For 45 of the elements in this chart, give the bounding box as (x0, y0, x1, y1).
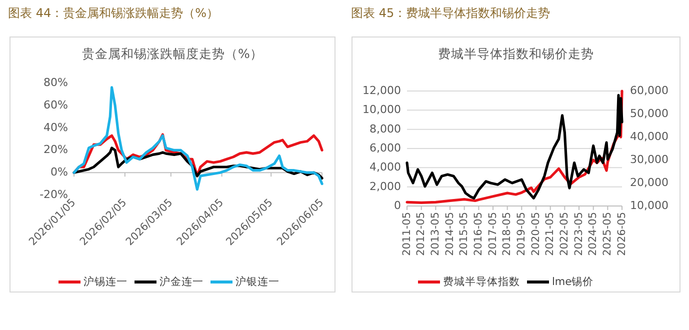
y-tick-label: 0 (394, 199, 401, 212)
chart-title: 图表 45：费城半导体指数和锡价走势 (351, 6, 550, 20)
x-tick-label: 2021-05 (544, 212, 556, 256)
x-tick-label: 2011-05 (400, 212, 413, 256)
y-tick-label: 40% (44, 120, 68, 134)
x-tick-label: 2026-05 (616, 212, 628, 256)
y-tick-label: 60% (44, 98, 68, 112)
y-tick-label: 8,000 (370, 122, 401, 136)
legend-label: 费城半导体指数 (443, 274, 520, 288)
y-tick-label: -20% (40, 188, 68, 202)
y2-tick-label: 60,000 (630, 84, 668, 98)
line-series (72, 86, 324, 191)
x-tick-label: 2018-05 (501, 212, 514, 256)
legend-label: 沪金连一 (160, 274, 204, 288)
y-tick-label: 6,000 (370, 142, 401, 155)
y-tick-label: 80% (44, 76, 68, 90)
x-tick-label: 2017-05 (486, 212, 499, 256)
y-tick-label: 4,000 (370, 160, 401, 174)
x-tick-label: 2013-05 (430, 212, 442, 256)
y2-tick-label: 20,000 (630, 176, 668, 190)
x-tick-label: 2014-05 (444, 212, 456, 256)
legend-label: 沪银连一 (236, 274, 280, 288)
chart-title: 图表 44：贵金属和锡涨跌幅走势（%） (8, 6, 218, 20)
chart-subtitle: 费城半导体指数和锡价走势 (438, 46, 594, 61)
x-tick-label: 2024-05 (587, 212, 600, 256)
legend-label: lme锡价 (552, 276, 594, 288)
y-tick-label: 12,000 (362, 84, 401, 98)
y-tick-label: 10,000 (362, 103, 401, 116)
y2-tick-label: 10,000 (630, 199, 668, 212)
y2-tick-label: 50,000 (630, 107, 668, 120)
legend-label: 沪锡连一 (84, 274, 128, 288)
y2-tick-label: 40,000 (630, 130, 668, 144)
x-tick-label: 2012-05 (415, 212, 428, 256)
x-tick-label: 2022-05 (558, 212, 571, 256)
x-tick-label: 2020-05 (530, 212, 542, 256)
y-tick-label: 20% (44, 143, 68, 156)
x-tick-label: 2025-05 (602, 212, 614, 256)
y2-tick-label: 30,000 (630, 153, 668, 166)
x-tick-label: 2023-05 (572, 212, 585, 256)
x-tick-label: 2019-05 (516, 212, 528, 256)
y-tick-label: 0% (50, 166, 68, 179)
chart-subtitle: 贵金属和锡涨跌幅度走势（%） (82, 46, 263, 61)
x-tick-label: 2015-05 (458, 212, 470, 256)
y-tick-label: 2,000 (370, 180, 401, 193)
x-tick-label: 2016-05 (472, 212, 485, 256)
